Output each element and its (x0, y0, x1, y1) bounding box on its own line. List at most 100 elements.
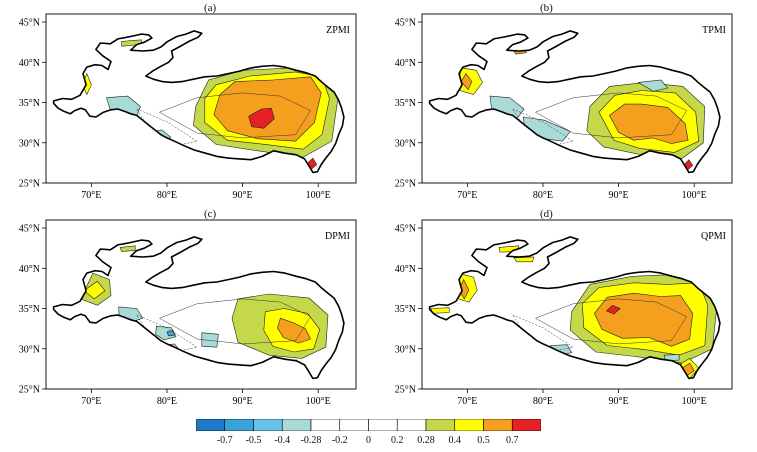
y-tick-label: 25°N (395, 179, 416, 190)
correlation-region (155, 325, 177, 341)
y-tick-label: 30°N (395, 344, 416, 355)
y-tick-label: 45°N (19, 18, 40, 29)
index-label: ZPMI (326, 25, 350, 36)
colorbar-swatch (511, 419, 541, 431)
colorbar-swatch (339, 419, 369, 431)
correlation-region (458, 278, 470, 300)
colorbar-label: 0.7 (506, 435, 519, 446)
colorbar-labels: -0.7 -0.5 -0.4 -0.28 -0.2 0 0.2 0.28 0.4 0.5 0.7 (0, 435, 757, 449)
contour-line (534, 298, 687, 345)
y-tick-label: 25°N (19, 385, 40, 396)
x-tick-label: 80°E (533, 396, 553, 407)
x-tick-label: 70°E (81, 190, 101, 201)
y-tick-label: 45°N (395, 224, 416, 235)
x-tick-label: 90°E (233, 190, 253, 201)
colorbar-swatch (224, 419, 254, 431)
y-tick-label: 40°N (395, 58, 416, 69)
correlation-region (201, 332, 219, 348)
map-panel-a: 70°E 80°E 90°E 100°E 25°N 30°N 35°N 40°N 45°N ZPM… (0, 0, 372, 206)
y-tick-label: 35°N (395, 98, 416, 109)
correlation-region (460, 73, 473, 91)
plateau-outline (428, 30, 721, 174)
colorbar-swatch (454, 419, 484, 431)
y-tick-label: 25°N (395, 385, 416, 396)
colorbar-swatch (483, 419, 513, 431)
contour-line (158, 92, 311, 139)
colorbar-label: 0.28 (417, 435, 435, 446)
panel-letter: (b) (540, 2, 553, 14)
x-tick-label: 90°E (609, 396, 629, 407)
map-canvas: 70°E 80°E 90°E 100°E 25°N 30°N 35°N 40°N 45°N DPM… (19, 219, 357, 407)
correlation-region (609, 103, 689, 144)
shaded-regions (456, 45, 706, 171)
contour-line (158, 298, 311, 345)
panel-letter: (a) (204, 2, 217, 14)
index-label: DPMI (325, 231, 350, 242)
index-label: TPMI (702, 25, 726, 36)
x-tick-label: 90°E (609, 190, 629, 201)
x-tick-label: 70°E (81, 396, 101, 407)
correlation-region (513, 256, 535, 263)
x-tick-label: 80°E (157, 190, 177, 201)
contour-line (534, 92, 687, 139)
plateau-outline (428, 236, 721, 380)
correlation-region (430, 307, 450, 314)
correlation-region (81, 72, 92, 96)
correlation-region (83, 280, 106, 300)
map-canvas: 70°E 80°E 90°E 100°E 25°N 30°N 35°N 40°N 45°N ZPM… (19, 13, 357, 201)
colorbar-swatch (396, 419, 427, 431)
colorbar-label: 0.4 (448, 435, 462, 446)
y-tick-label: 40°N (19, 58, 40, 69)
correlation-region (637, 79, 669, 92)
colorbar-label: -0.28 (300, 435, 322, 446)
correlation-region (248, 107, 275, 129)
correlation-region (663, 354, 680, 362)
map-canvas: 70°E 80°E 90°E 100°E 25°N 30°N 35°N 40°N 45°N TPM… (395, 13, 733, 201)
colorbar-label: -0.2 (331, 435, 348, 446)
y-tick-label: 25°N (19, 179, 40, 190)
correlation-region (594, 292, 694, 347)
x-tick-label: 100°E (306, 396, 331, 407)
correlation-region (277, 317, 312, 344)
map-panel-d: 70°E 80°E 90°E 100°E 25°N 30°N 35°N 40°N 45°N QPM… (376, 206, 748, 412)
shaded-regions (81, 39, 339, 170)
colorbar-swatch (310, 419, 341, 431)
y-tick-label: 35°N (19, 304, 40, 315)
colorbar-label: 0.2 (391, 435, 404, 446)
shaded-regions (430, 245, 718, 379)
y-tick-label: 35°N (395, 304, 416, 315)
x-tick-label: 100°E (306, 190, 331, 201)
colorbar-swatch (425, 419, 456, 431)
colorbar-swatch (368, 419, 398, 431)
correlation-region (605, 304, 621, 315)
y-tick-label: 40°N (395, 264, 416, 275)
plateau-outline (52, 236, 345, 380)
y-tick-label: 30°N (19, 138, 40, 149)
x-tick-label: 100°E (682, 396, 707, 407)
y-tick-label: 30°N (19, 344, 40, 355)
map-panel-c: 70°E 80°E 90°E 100°E 25°N 30°N 35°N 40°N 45°N DPM… (0, 206, 372, 412)
panel-letter: (d) (540, 208, 553, 220)
x-tick-label: 70°E (457, 396, 477, 407)
panel-letter: (c) (204, 208, 217, 220)
y-tick-label: 30°N (395, 138, 416, 149)
plateau-outline (52, 30, 345, 174)
map-panel-b: 70°E 80°E 90°E 100°E 25°N 30°N 35°N 40°N 45°N TPM… (376, 0, 748, 206)
index-label: QPMI (701, 231, 726, 242)
colorbar-label: 0 (366, 435, 371, 446)
colorbar-label: -0.5 (245, 435, 262, 446)
y-tick-label: 40°N (19, 264, 40, 275)
x-tick-label: 100°E (682, 190, 707, 201)
colorbar-label: -0.4 (274, 435, 291, 446)
colorbar-swatch (196, 419, 226, 431)
colorbar (196, 419, 541, 431)
colorbar-label: 0.5 (477, 435, 490, 446)
x-tick-label: 80°E (157, 396, 177, 407)
colorbar-label: -0.7 (216, 435, 233, 446)
y-tick-label: 45°N (395, 18, 416, 29)
x-tick-label: 90°E (233, 396, 253, 407)
correlation-region (119, 245, 136, 252)
x-tick-label: 80°E (533, 190, 553, 201)
y-tick-label: 35°N (19, 98, 40, 109)
colorbar-swatch (253, 419, 283, 431)
